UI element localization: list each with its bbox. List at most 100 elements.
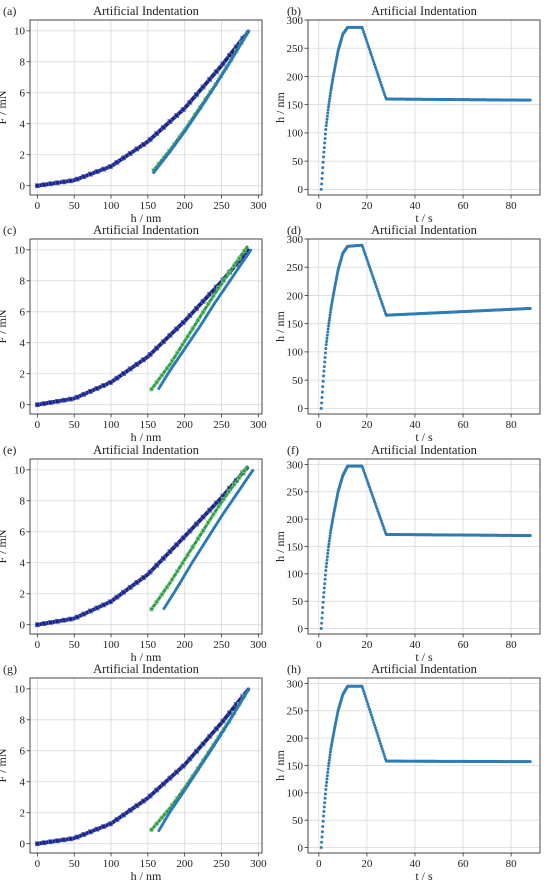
data-point	[48, 181, 54, 187]
x-axis-label: h / nm	[131, 650, 162, 664]
data-point	[378, 297, 382, 301]
data-point	[147, 793, 153, 799]
x-tick-label: 300	[250, 200, 267, 212]
plot-frame	[29, 458, 263, 635]
panel-label: (c)	[3, 223, 16, 237]
y-tick-label: 250	[287, 262, 304, 274]
data-point	[180, 342, 185, 347]
panel-d: 0 20 40 60 80 0 50 100 150 200 250 300 Artificial In…	[273, 223, 541, 444]
data-point	[368, 485, 372, 489]
data-point	[174, 326, 179, 332]
data-point	[81, 832, 87, 837]
data-point	[528, 306, 532, 310]
data-point	[322, 150, 326, 154]
data-point	[327, 764, 331, 768]
y-tick-label: 200	[287, 290, 304, 302]
data-point	[323, 582, 327, 586]
series-measured	[157, 248, 253, 390]
y-tick-label: 6	[20, 307, 26, 319]
data-point	[367, 262, 371, 266]
data-point	[326, 111, 330, 115]
x-tick-label: 100	[103, 639, 120, 651]
chart-title: Artificial Indentation	[371, 4, 478, 18]
data-point	[326, 770, 330, 774]
data-point	[227, 710, 232, 716]
data-point	[114, 375, 120, 381]
data-point	[154, 345, 160, 351]
data-point	[380, 302, 384, 306]
plot-frame	[307, 238, 541, 415]
data-point	[371, 275, 375, 279]
data-point	[326, 767, 330, 771]
data-point	[107, 380, 113, 385]
data-point	[87, 608, 93, 614]
data-point	[329, 89, 333, 93]
y-tick-label: 150	[287, 760, 304, 772]
data-point	[74, 614, 80, 620]
data-point	[320, 177, 324, 181]
data-point	[324, 347, 328, 351]
x-tick-label: 50	[69, 858, 81, 870]
data-point	[114, 817, 120, 822]
y-axis-label: h / nm	[273, 531, 287, 562]
data-point	[81, 174, 87, 180]
data-point	[321, 379, 325, 383]
data-point	[324, 784, 328, 788]
data-point	[361, 686, 365, 690]
data-point	[319, 406, 323, 410]
data-point	[134, 361, 140, 367]
data-point	[330, 80, 334, 84]
data-point	[164, 584, 170, 590]
data-point	[325, 336, 329, 340]
data-point	[330, 82, 334, 86]
y-tick-label: 300	[287, 15, 304, 27]
data-point	[54, 838, 60, 844]
chart-title: Artificial Indentation	[93, 443, 200, 457]
data-point	[174, 113, 179, 118]
data-point	[328, 316, 332, 320]
series-loading	[34, 687, 251, 847]
data-point	[170, 577, 175, 582]
data-point	[325, 780, 329, 784]
x-tick-label: 100	[103, 419, 120, 431]
data-point	[324, 788, 328, 792]
data-point	[325, 774, 329, 778]
y-tick-label: 8	[20, 57, 26, 69]
data-point	[107, 599, 113, 605]
data-point	[147, 137, 153, 142]
data-point	[187, 756, 193, 762]
data-point	[328, 310, 332, 314]
data-point	[371, 718, 375, 722]
data-point	[362, 689, 366, 693]
data-point	[94, 169, 100, 175]
x-tick-label: 200	[176, 200, 193, 212]
y-tick-label: 4	[20, 777, 26, 789]
data-point	[360, 684, 364, 688]
data-point	[175, 569, 180, 574]
data-point	[323, 801, 327, 805]
data-point	[374, 504, 378, 508]
data-point	[94, 605, 100, 611]
panel-label: (f)	[287, 443, 299, 457]
data-point	[365, 258, 369, 262]
data-point	[323, 141, 327, 145]
y-axis-label: h / nm	[273, 92, 287, 123]
data-marks	[319, 243, 532, 410]
data-point	[226, 489, 232, 494]
data-point	[322, 146, 326, 150]
data-point	[363, 473, 367, 477]
data-point	[322, 590, 326, 594]
x-tick-label: 50	[69, 639, 81, 651]
data-point	[331, 77, 335, 81]
y-tick-label: 100	[287, 788, 304, 800]
data-point	[361, 466, 365, 470]
data-point	[323, 132, 327, 136]
chart-title: Artificial Indentation	[371, 662, 478, 676]
data-point	[200, 528, 206, 533]
data-point	[383, 528, 387, 532]
data-point	[375, 70, 379, 74]
data-point	[320, 835, 324, 839]
data-point	[195, 536, 201, 541]
x-tick-label: 80	[506, 419, 518, 431]
data-point	[327, 318, 331, 322]
